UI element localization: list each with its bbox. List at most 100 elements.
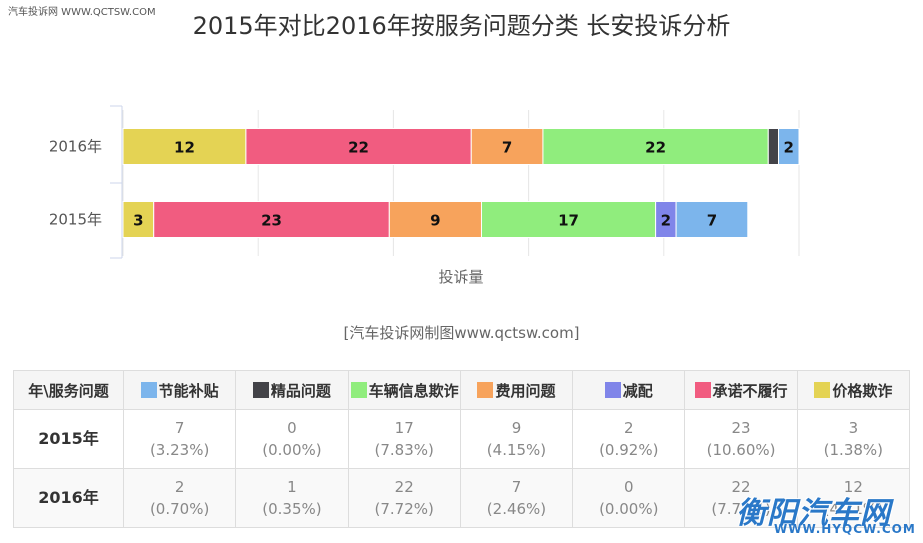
cell-value: 9 — [511, 419, 522, 437]
table-corner-header: 年\服务问题 — [13, 370, 124, 410]
category-label: 2016年 — [49, 138, 102, 156]
cell-value: 0 — [287, 419, 297, 437]
column-label: 节能补贴 — [158, 381, 219, 400]
table-header-row: 年\服务问题 节能补贴 精品问题 车辆信息欺诈 费用问题 减配 承诺不履行 价格欺诈 — [13, 370, 911, 410]
bar-data-label: 22 — [645, 139, 666, 157]
cell-percent: (0.35%) — [262, 500, 322, 518]
table-column-header: 减配 — [572, 370, 686, 410]
cell-value: 23 — [731, 419, 751, 437]
table-cell: 12 (4.21%) — [796, 468, 911, 528]
table-column-header: 车辆信息欺诈 — [347, 370, 461, 410]
table-cell: 23 (10.60%) — [684, 409, 798, 469]
cell-percent: (1.38%) — [823, 441, 884, 459]
cell-percent: (10.60%) — [706, 441, 776, 459]
legend-swatch — [694, 381, 711, 398]
bar-segment — [245, 128, 472, 165]
cell-percent: (0.00%) — [599, 500, 659, 518]
table-row: 2016年 2 (0.70%) 1 (0.35%) 22 (7.72%) 7 (2.46%) 0 (… — [13, 468, 911, 528]
table-cell: 3 (1.38%) — [796, 409, 911, 469]
table-column-header: 精品问题 — [235, 370, 349, 410]
table-cell: 0 (0.00%) — [572, 468, 686, 528]
watermark-logo-text: 衡阳汽车网 — [736, 496, 891, 531]
cell-value: 17 — [394, 419, 414, 437]
bar-segment — [675, 201, 749, 238]
cell-value: 1 — [287, 478, 297, 496]
legend-swatch — [814, 381, 831, 398]
row-year-label: 2016年 — [13, 468, 124, 528]
cell-value: 2 — [623, 419, 634, 437]
legend-swatch — [477, 381, 494, 398]
category-label: 2015年 — [49, 211, 102, 229]
bar-data-label: 17 — [558, 212, 579, 230]
cell-percent: (4.21%) — [823, 500, 884, 518]
cell-percent: (4.15%) — [486, 441, 547, 459]
cell-value: 2 — [174, 478, 185, 496]
watermark-top-left: 汽车投诉网 WWW.QCTSW.COM — [8, 7, 156, 18]
legend-swatch — [140, 381, 157, 398]
table-column-header: 价格欺诈 — [796, 370, 911, 410]
cell-value: 22 — [394, 478, 414, 496]
column-label: 精品问题 — [270, 381, 331, 400]
cell-value: 7 — [174, 419, 185, 437]
cell-percent: (0.00%) — [262, 441, 322, 459]
bar-segment — [153, 201, 390, 238]
table-column-header: 节能补贴 — [122, 370, 237, 410]
cell-value: 7 — [511, 478, 522, 496]
bar-segment — [480, 201, 657, 238]
table-cell: 2 (0.70%) — [122, 468, 237, 528]
column-label: 车辆信息欺诈 — [368, 381, 459, 400]
table-cell: 22 (7.72%) — [684, 468, 798, 528]
table-column-header: 费用问题 — [459, 370, 574, 410]
cell-value: 0 — [623, 478, 634, 496]
column-label: 承诺不履行 — [712, 381, 788, 400]
cell-percent: (0.70%) — [149, 500, 210, 518]
bar-data-label: 23 — [261, 212, 282, 230]
bar-segment — [122, 128, 247, 165]
legend-swatch — [252, 381, 269, 398]
table-cell: 17 (7.83%) — [347, 409, 461, 469]
watermark-bottom-right: 衡阳汽车网 WWW.HYQCW.COM — [730, 488, 920, 540]
table-cell: 7 (3.23%) — [122, 409, 237, 469]
bar-segment — [470, 128, 544, 165]
table-cell: 9 (4.15%) — [459, 409, 574, 469]
column-label: 减配 — [622, 381, 653, 400]
cell-percent: (7.72%) — [374, 500, 434, 518]
bar-data-label: 7 — [707, 212, 717, 230]
bar-data-label: 12 — [174, 139, 195, 157]
row-year-label: 2015年 — [13, 409, 124, 469]
table-column-header: 承诺不履行 — [684, 370, 798, 410]
cell-percent: (7.83%) — [374, 441, 434, 459]
bar-data-label: 3 — [133, 212, 143, 230]
table-cell: 2 (0.92%) — [572, 409, 686, 469]
table-cell: 22 (7.72%) — [347, 468, 461, 528]
table-cell: 1 (0.35%) — [235, 468, 349, 528]
x-axis-title: 投诉量 — [438, 268, 483, 286]
bar-segment — [542, 128, 769, 165]
bar-segment — [122, 201, 155, 238]
cell-percent: (7.72%) — [711, 500, 771, 518]
cell-percent: (0.92%) — [599, 441, 659, 459]
column-label: 费用问题 — [495, 381, 556, 400]
bar-data-label: 9 — [430, 212, 440, 230]
source-note: [汽车投诉网制图www.qctsw.com] — [343, 324, 580, 342]
cell-value: 22 — [731, 478, 751, 496]
chart-title: 2015年对比2016年按服务问题分类 长安投诉分析 — [192, 12, 731, 40]
bar-data-label: 7 — [502, 139, 512, 157]
bar-segment — [767, 128, 780, 165]
legend-swatch — [350, 381, 367, 398]
cell-value: 12 — [843, 478, 863, 496]
column-label: 价格欺诈 — [832, 381, 893, 400]
bar-segment — [778, 128, 800, 165]
bar-data-label: 22 — [348, 139, 369, 157]
legend-swatch — [604, 381, 621, 398]
cell-value: 3 — [848, 419, 859, 437]
cell-percent: (2.46%) — [486, 500, 547, 518]
cell-percent: (3.23%) — [149, 441, 210, 459]
table-cell: 7 (2.46%) — [459, 468, 574, 528]
table-row: 2015年 7 (3.23%) 0 (0.00%) 17 (7.83%) 9 (4.15%) 2 (… — [13, 409, 911, 469]
bar-data-label: 2 — [784, 139, 794, 157]
table-cell: 0 (0.00%) — [235, 409, 349, 469]
watermark-logo-url: WWW.HYQCW.COM — [774, 522, 916, 536]
data-table: 年\服务问题 节能补贴 精品问题 车辆信息欺诈 费用问题 减配 承诺不履行 价格欺诈 201… — [13, 370, 911, 528]
